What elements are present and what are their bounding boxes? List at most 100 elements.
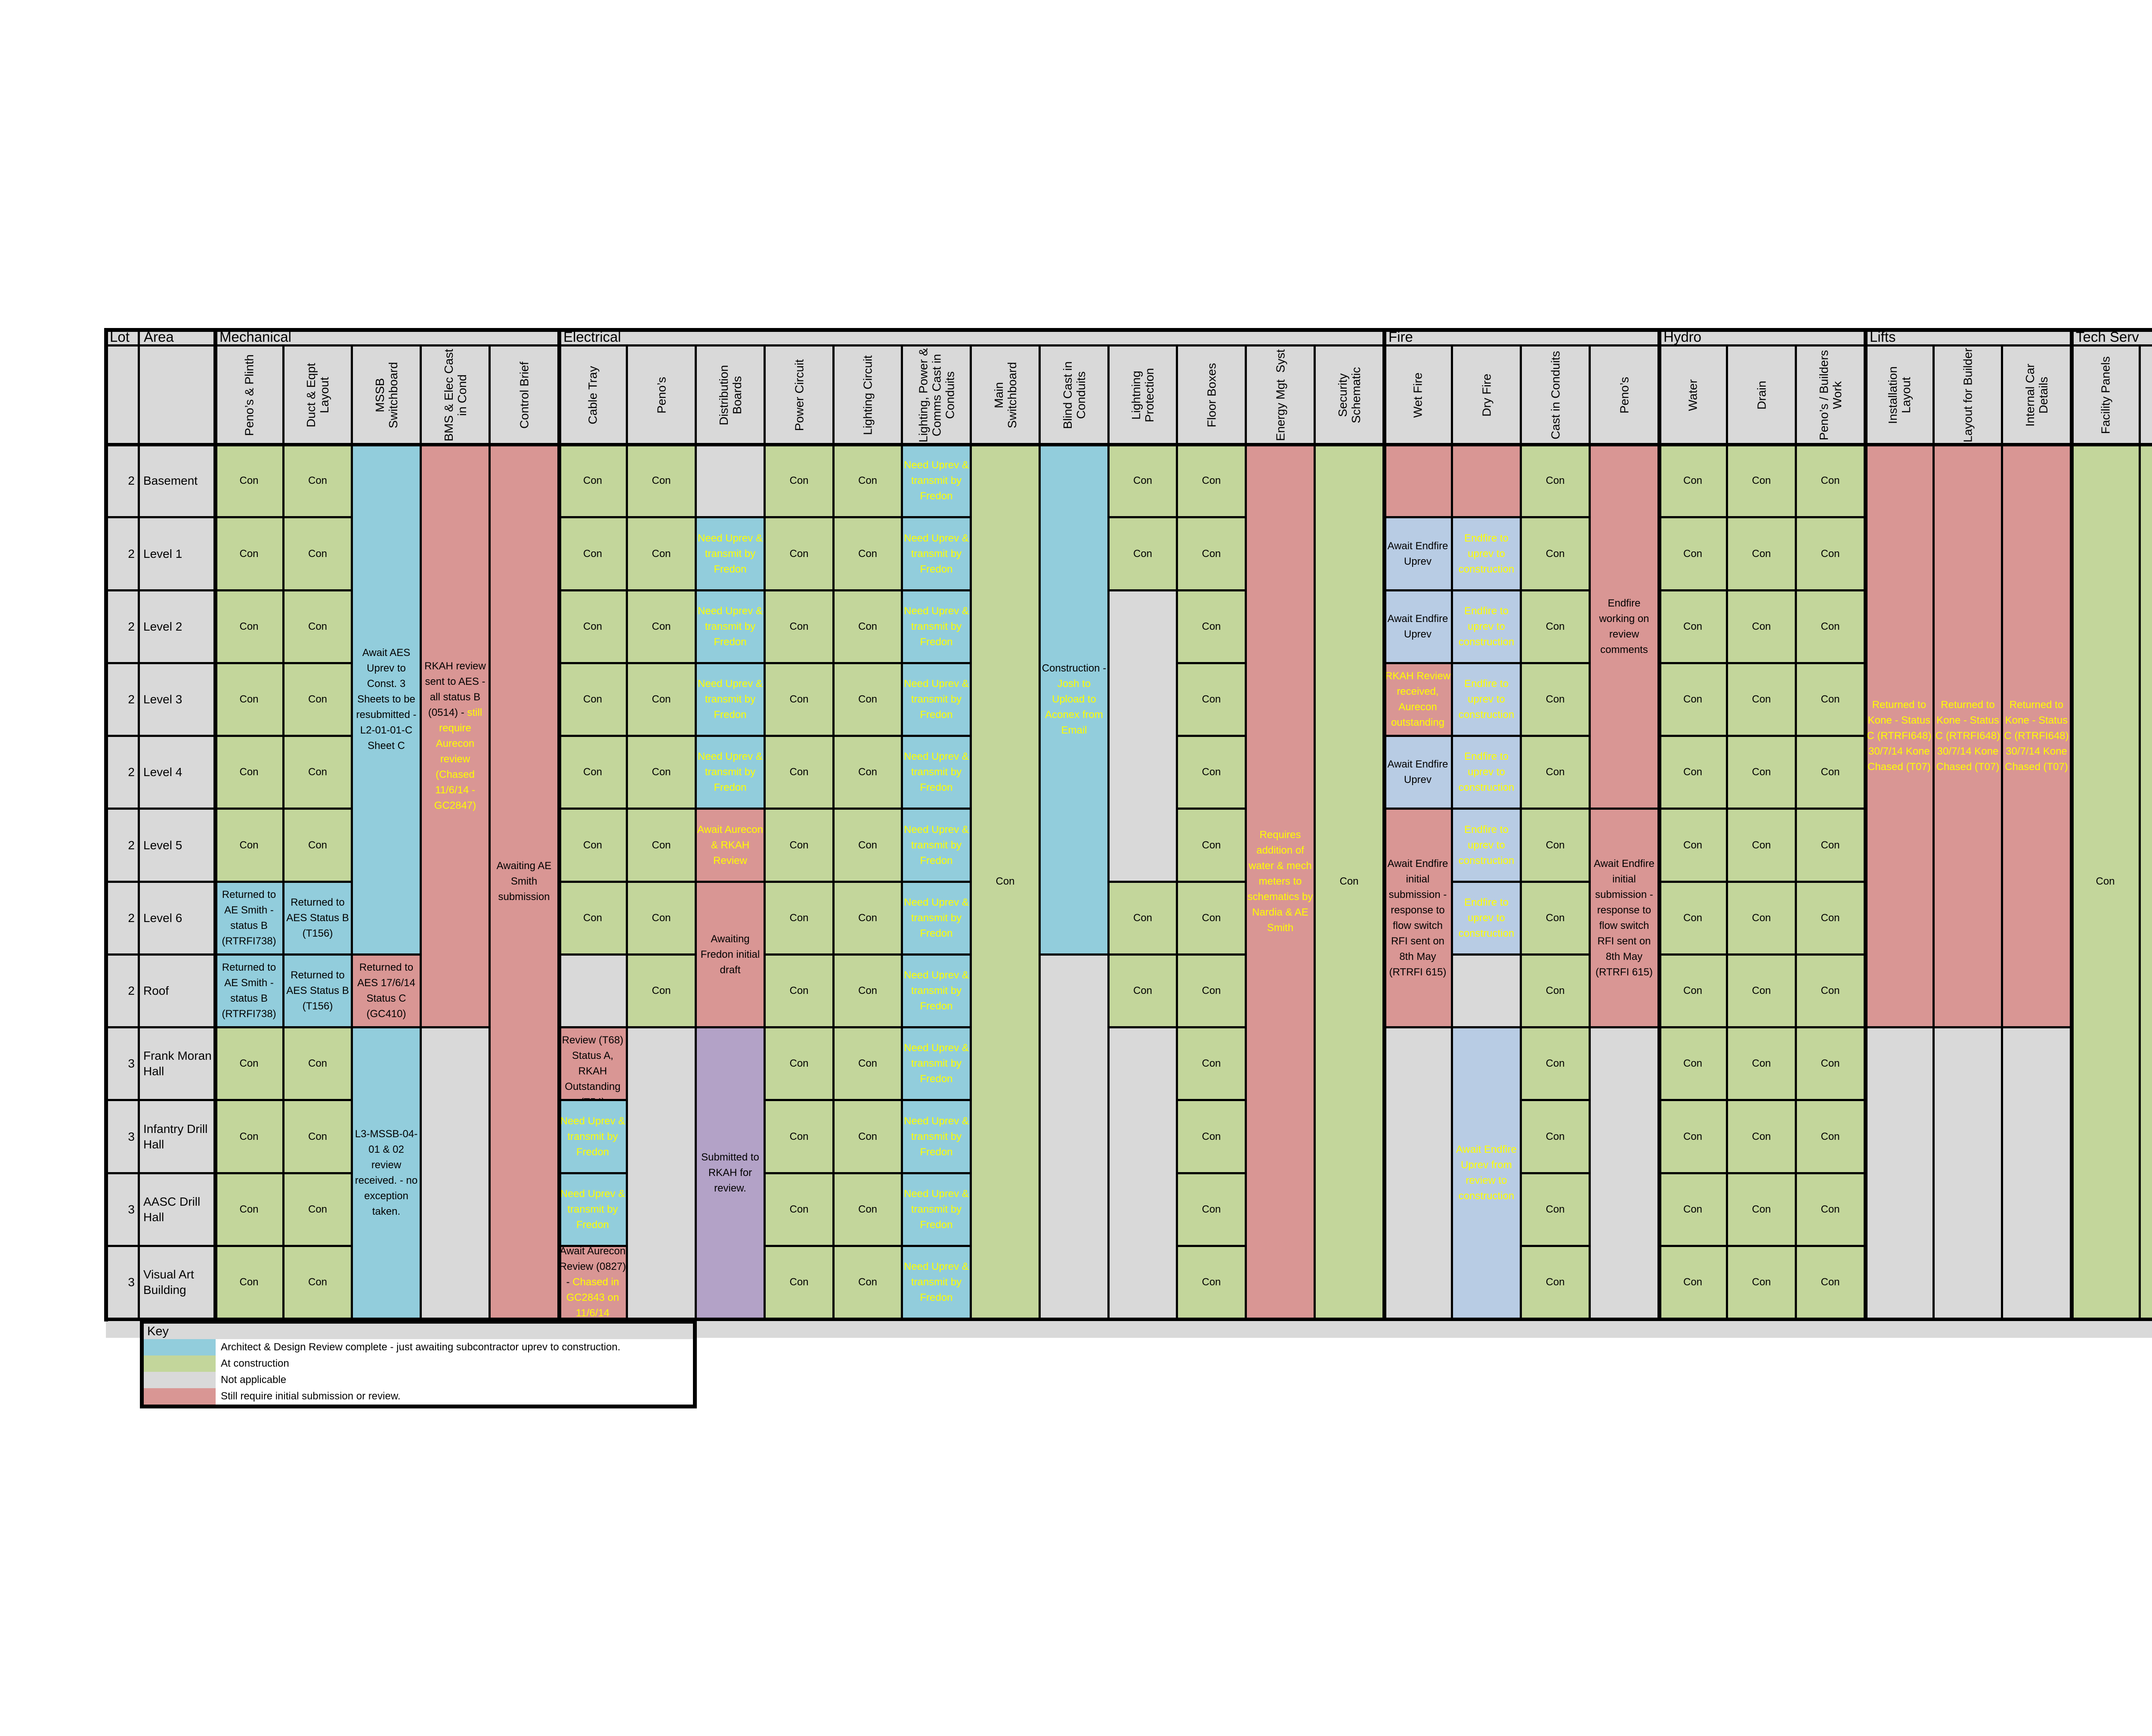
cell-r4-c21: Con	[1660, 737, 1728, 810]
cell-text-r0-c4: Awaiting AE Smith submission	[496, 860, 552, 903]
column-header-label-2: MSSB Switchboard	[373, 362, 400, 428]
cell-r5-c23: Con	[1797, 810, 1866, 883]
cell-text-r8-c7: Submitted to RKAH for review.	[701, 1151, 759, 1194]
cell-text-r9-c8: Con	[789, 1130, 809, 1142]
cell-r0-c7	[697, 446, 766, 518]
cell-text-r6-c5: Con	[583, 912, 603, 924]
cell-text-r6-c18: Endfire to uprev to construction	[1458, 897, 1515, 939]
cell-text-r1-c18: Endfire to uprev to construction	[1458, 532, 1515, 575]
cell-r8-c26	[2003, 1028, 2072, 1320]
column-header-label-21: Water	[1686, 379, 1700, 411]
cell-text-r1-c17: Await Endfire Uprev	[1387, 540, 1448, 567]
cell-r8-c5: Aurecon Review (T68) Status A, RKAH Outs…	[560, 1028, 628, 1101]
column-header-label-25: Layout for Builder	[1961, 347, 1975, 443]
lot-cell-0: 2	[106, 446, 140, 518]
header-cell-area-blank	[140, 347, 216, 446]
cell-text-r6-c1: Returned to AES Status B (T156)	[286, 897, 349, 939]
cell-text-r4-c8: Con	[789, 766, 809, 778]
lot-cell-4: 2	[106, 737, 140, 810]
group-divider-mech	[213, 330, 217, 1320]
lot-cell-11: 3	[106, 1247, 140, 1320]
cell-text-r3-c1: Con	[308, 693, 328, 705]
cell-r9-c19: Con	[1522, 1101, 1591, 1174]
area-cell-11: Visual Art Building	[140, 1247, 216, 1320]
column-header-label-16: Security Schematic	[1336, 367, 1363, 423]
cell-text-run: Construction -	[1042, 662, 1107, 674]
cell-r3-c22: Con	[1728, 664, 1797, 737]
cell-r0-c8: Con	[766, 446, 835, 518]
cell-r6-c21: Con	[1660, 883, 1728, 956]
cell-r0-c14: Con	[1178, 446, 1247, 518]
cell-r1-c19: Con	[1522, 518, 1591, 591]
cell-text-r8-c19: Con	[1546, 1058, 1565, 1069]
cell-r8-c22: Con	[1728, 1028, 1797, 1101]
column-header-4: Control Brief	[491, 347, 560, 446]
cell-r1-c10: Need Uprev & transmit by Fredon	[903, 518, 972, 591]
cell-text-r4-c21: Con	[1683, 766, 1703, 778]
cell-text-r2-c9: Con	[858, 621, 878, 632]
cell-text-r2-c1: Con	[308, 621, 328, 632]
cell-text-r10-c22: Con	[1752, 1204, 1771, 1215]
cell-text-r0-c15: Requires addition of water & mech meters…	[1247, 829, 1313, 934]
cell-text-r4-c10: Need Uprev & transmit by Fredon	[904, 751, 969, 793]
cell-r11-c21: Con	[1660, 1247, 1728, 1320]
cell-r5-c5: Con	[560, 810, 628, 883]
cell-text-r1-c10: Need Uprev & transmit by Fredon	[904, 532, 969, 575]
cell-r7-c1: Returned to AES Status B (T156)	[284, 956, 353, 1028]
column-header-label-27: Facility Panels	[2099, 356, 2112, 434]
cell-r4-c18: Endfire to uprev to construction	[1453, 737, 1522, 810]
key-label-red: Still require initial submission or revi…	[221, 1390, 401, 1402]
cell-text-r8-c21: Con	[1683, 1058, 1703, 1069]
lot-cell-9: 3	[106, 1101, 140, 1174]
cell-r3-c7: Need Uprev & transmit by Fredon	[697, 664, 766, 737]
cell-r8-c24	[1866, 1028, 1935, 1320]
cell-r0-c28: Complete	[2141, 446, 2152, 1320]
cell-text-r3-c10: Need Uprev & transmit by Fredon	[904, 678, 969, 721]
column-header-0: Peno’s & Plinth	[216, 347, 284, 446]
cell-r2-c17: Await Endfire Uprev	[1385, 591, 1453, 664]
cell-r5-c8: Con	[766, 810, 835, 883]
cell-text-r3-c18: Endfire to uprev to construction	[1458, 678, 1515, 721]
cell-r0-c4: Awaiting AE Smith submission	[491, 446, 560, 1320]
cell-text-r8-c14: Con	[1202, 1058, 1221, 1069]
cell-text-r1-c21: Con	[1683, 548, 1703, 560]
cell-r0-c10: Need Uprev & transmit by Fredon	[903, 446, 972, 518]
cell-text-r9-c23: Con	[1821, 1130, 1840, 1142]
column-header-label-26: Internal Car Details	[2023, 363, 2050, 427]
cell-r7-c12	[1041, 956, 1110, 1320]
cell-r2-c1: Con	[284, 591, 353, 664]
cell-text-run: Await Aurecon Review (0827) -	[560, 1247, 626, 1288]
area-cell-6: Level 6	[140, 883, 216, 956]
cell-text-r7-c8: Con	[789, 985, 809, 996]
cell-text-r0-c1: Con	[308, 475, 328, 486]
key-label-blue: Architect & Design Review complete - jus…	[221, 1341, 621, 1353]
cell-r11-c1: Con	[284, 1247, 353, 1320]
column-header-18: Dry Fire	[1453, 347, 1522, 446]
column-header-8: Power Circuit	[766, 347, 835, 446]
cell-r6-c8: Con	[766, 883, 835, 956]
column-header-label-19: Cast in Conduits	[1549, 350, 1562, 439]
cell-text-r3-c5: Con	[583, 693, 603, 705]
cell-text-r8-c0: Con	[239, 1058, 259, 1069]
cell-r0-c12: Construction - Josh to Upload to Aconex …	[1041, 446, 1110, 956]
cell-r7-c19: Con	[1522, 956, 1591, 1028]
cell-text-run: RKAH review sent to AES - all status B (…	[424, 660, 486, 718]
cell-text-r10-c21: Con	[1683, 1204, 1703, 1215]
cell-r7-c2: Returned to AES 17/6/14 Status C (GC410)	[353, 956, 422, 1028]
cell-text-r10-c19: Con	[1546, 1204, 1565, 1215]
cell-text-r7-c9: Con	[858, 985, 878, 996]
cell-text-r5-c1: Con	[308, 839, 328, 851]
cell-text-r11-c21: Con	[1683, 1276, 1703, 1288]
key-legend: Key Architect & Design Review complete - …	[140, 1320, 697, 1408]
cell-r0-c22: Con	[1728, 446, 1797, 518]
column-header-1: Duct & Eqpt Layout	[284, 347, 353, 446]
cell-r0-c11: Con	[972, 446, 1041, 1320]
cell-text-r1-c0: Con	[239, 548, 259, 560]
cell-text-r0-c3: RKAH review sent to AES - all status B (…	[424, 659, 486, 814]
cell-r1-c14: Con	[1178, 518, 1247, 591]
cell-text-r6-c13: Con	[1133, 912, 1153, 924]
cell-text-r8-c8: Con	[789, 1058, 809, 1069]
cell-r0-c25: Returned to Kone - Status C (RTRFI648) 3…	[1935, 446, 2003, 1028]
cell-r5-c18: Endfire to uprev to construction	[1453, 810, 1522, 883]
cell-r4-c8: Con	[766, 737, 835, 810]
